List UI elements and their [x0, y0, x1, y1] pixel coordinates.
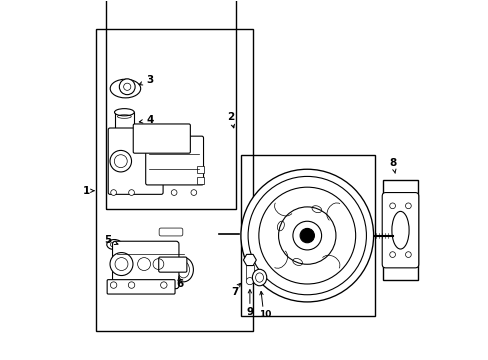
Ellipse shape: [106, 239, 122, 249]
Text: 6: 6: [176, 276, 183, 289]
Circle shape: [292, 221, 321, 250]
Circle shape: [300, 228, 314, 243]
Circle shape: [110, 190, 116, 195]
Circle shape: [128, 282, 135, 288]
FancyBboxPatch shape: [133, 124, 190, 153]
Text: 4: 4: [139, 115, 153, 125]
Ellipse shape: [114, 130, 134, 136]
Circle shape: [171, 190, 177, 195]
Bar: [196, 166, 203, 173]
Circle shape: [128, 190, 134, 195]
Text: 1: 1: [83, 186, 90, 196]
Text: 2: 2: [227, 112, 234, 122]
Circle shape: [110, 150, 131, 172]
Circle shape: [110, 253, 133, 275]
Ellipse shape: [173, 257, 193, 282]
Ellipse shape: [114, 109, 134, 116]
Bar: [196, 177, 203, 184]
Ellipse shape: [110, 79, 141, 98]
Bar: [382, 180, 418, 280]
Circle shape: [405, 203, 410, 209]
Circle shape: [405, 252, 410, 257]
Circle shape: [389, 252, 395, 257]
FancyBboxPatch shape: [382, 193, 418, 268]
Circle shape: [123, 83, 131, 90]
Text: 8: 8: [388, 158, 396, 173]
Bar: [106, 0, 235, 209]
FancyBboxPatch shape: [112, 241, 179, 289]
Ellipse shape: [391, 211, 408, 249]
FancyBboxPatch shape: [107, 280, 175, 294]
Text: 7: 7: [230, 287, 238, 297]
Bar: [96, 30, 253, 330]
FancyBboxPatch shape: [145, 136, 203, 185]
Bar: [114, 112, 134, 133]
FancyBboxPatch shape: [159, 228, 183, 236]
FancyBboxPatch shape: [108, 128, 163, 194]
FancyBboxPatch shape: [159, 257, 186, 272]
Circle shape: [191, 190, 196, 195]
Circle shape: [119, 79, 135, 95]
Circle shape: [110, 282, 117, 288]
Ellipse shape: [110, 242, 118, 247]
Text: 9: 9: [246, 307, 253, 317]
Circle shape: [389, 203, 395, 209]
Circle shape: [160, 282, 167, 288]
Ellipse shape: [252, 269, 266, 286]
Bar: [241, 155, 375, 316]
Text: 3: 3: [139, 75, 154, 85]
Circle shape: [241, 169, 373, 302]
Circle shape: [246, 278, 253, 285]
Bar: [245, 265, 253, 279]
Text: 10: 10: [258, 310, 270, 319]
Text: 5: 5: [103, 235, 118, 245]
